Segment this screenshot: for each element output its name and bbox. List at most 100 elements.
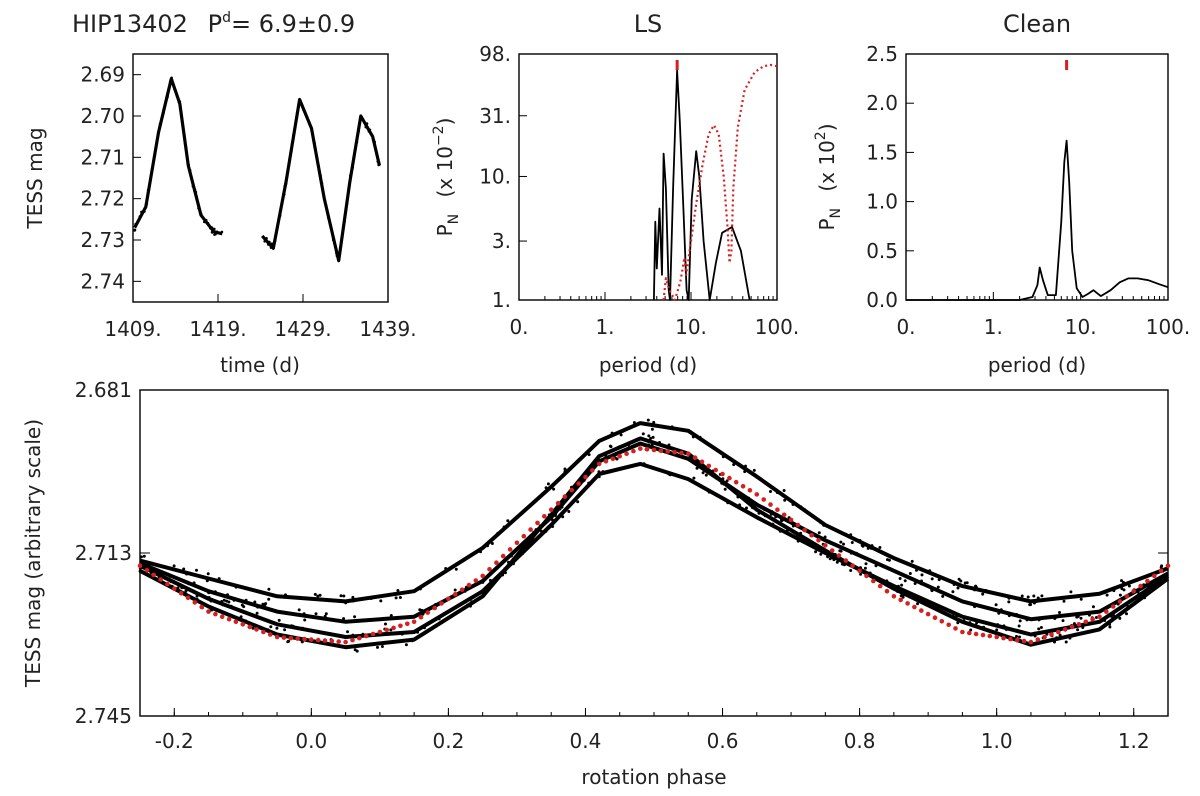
phased-point <box>342 594 346 598</box>
phased-fit-dot <box>1008 636 1013 642</box>
phased-point <box>587 481 591 485</box>
phased-fit-dot <box>1028 639 1034 645</box>
phased-fit-dot <box>829 548 835 553</box>
phased-point <box>1017 624 1021 628</box>
phased-point <box>868 571 872 575</box>
phased-point <box>1033 631 1037 635</box>
ls-xtick-label: 1. <box>595 315 614 339</box>
phased-point <box>997 611 1001 615</box>
lightcurve-point <box>188 169 192 172</box>
phased-point <box>1142 583 1146 587</box>
phased-point <box>1032 594 1036 598</box>
phased-point <box>314 612 318 616</box>
lightcurve-xtick-label: 1429. <box>274 317 331 341</box>
phased-xtick-label: 0.6 <box>707 729 739 753</box>
phased-point <box>380 645 384 648</box>
lightcurve-point <box>345 202 349 205</box>
lightcurve-point <box>327 216 330 220</box>
lightcurve-point <box>320 181 324 185</box>
phased-point <box>1112 613 1115 617</box>
phased-point <box>195 594 199 598</box>
phased-fit-dot <box>788 517 794 523</box>
phased-fit-dot <box>514 540 520 546</box>
phased-point <box>209 599 213 603</box>
lightcurve-point <box>343 220 346 223</box>
phased-fit-dot <box>192 600 198 605</box>
lightcurve-point <box>263 240 267 243</box>
phased-fit-dot <box>768 502 773 507</box>
phased-fit-dot <box>370 631 376 637</box>
phased-point <box>597 470 601 474</box>
phased-point <box>221 603 225 607</box>
lightcurve-point <box>158 122 162 126</box>
phased-point <box>1072 622 1076 626</box>
phased-point <box>1148 587 1152 591</box>
phased-fit-dot <box>261 629 266 635</box>
phased-fit-dot <box>1090 616 1095 622</box>
phased-fit-dot <box>357 635 362 641</box>
phased-fit-dot <box>548 507 554 512</box>
phased-fit-dot <box>213 611 218 617</box>
phased-fit-dot <box>1035 637 1041 642</box>
phased-point <box>1007 614 1011 618</box>
phased-point <box>180 586 184 590</box>
phased-point <box>582 478 586 482</box>
phased-point <box>744 464 747 468</box>
phased-fit-dot <box>651 447 657 453</box>
phased-point <box>745 506 748 510</box>
phased-point <box>732 463 736 467</box>
phased-point <box>775 491 779 495</box>
phased-fit-dot <box>233 619 239 625</box>
phased-point <box>1032 601 1036 605</box>
phased-point <box>389 614 393 617</box>
phased-point <box>864 562 868 566</box>
phased-point <box>384 622 387 626</box>
lightcurve-point <box>296 112 299 116</box>
phased-point <box>887 554 890 558</box>
lightcurve-point <box>143 206 147 210</box>
lightcurve-point <box>317 165 321 168</box>
phased-point <box>423 626 426 630</box>
phased-point <box>1125 612 1128 616</box>
phased-point <box>799 505 803 509</box>
phased-xtick-label: 0.0 <box>295 729 327 753</box>
phased-point <box>1157 580 1161 584</box>
phased-fit-dot <box>740 484 746 489</box>
lightcurve-point <box>302 108 305 111</box>
phased-point <box>849 533 853 537</box>
lightcurve-point <box>140 210 143 214</box>
phased-point <box>222 598 226 602</box>
ls-title: LS <box>634 10 663 38</box>
phased-point <box>1103 591 1106 595</box>
phased-point <box>1079 616 1083 620</box>
phased-point <box>1061 619 1065 623</box>
lightcurve-point <box>177 101 181 104</box>
phased-point <box>861 544 865 548</box>
phased-point <box>691 435 695 439</box>
phased-point <box>1143 596 1147 600</box>
phased-point <box>916 602 919 606</box>
phased-point <box>770 510 774 513</box>
phased-point <box>652 420 656 424</box>
lightcurve-point <box>220 230 224 234</box>
lightcurve-point <box>168 80 172 83</box>
phased-point <box>774 515 778 519</box>
lightcurve-point <box>206 221 210 225</box>
phased-fit-dot <box>1110 604 1116 609</box>
phased-fit-dot <box>843 558 849 563</box>
lightcurve-point <box>326 213 330 217</box>
phased-point <box>701 471 705 475</box>
phased-fit-dot <box>987 633 993 639</box>
phased-point <box>850 541 854 544</box>
phased-point <box>496 531 500 535</box>
phased-point <box>780 519 784 523</box>
phased-fit-dot <box>240 622 246 627</box>
lightcurve-point <box>133 228 137 232</box>
phased-point <box>283 628 287 632</box>
phased-point <box>544 486 548 490</box>
phased-point <box>1020 594 1024 598</box>
phased-point <box>396 589 400 592</box>
lightcurve-point <box>184 147 188 151</box>
phased-point <box>818 520 822 524</box>
phased-fit-dot <box>178 590 184 596</box>
